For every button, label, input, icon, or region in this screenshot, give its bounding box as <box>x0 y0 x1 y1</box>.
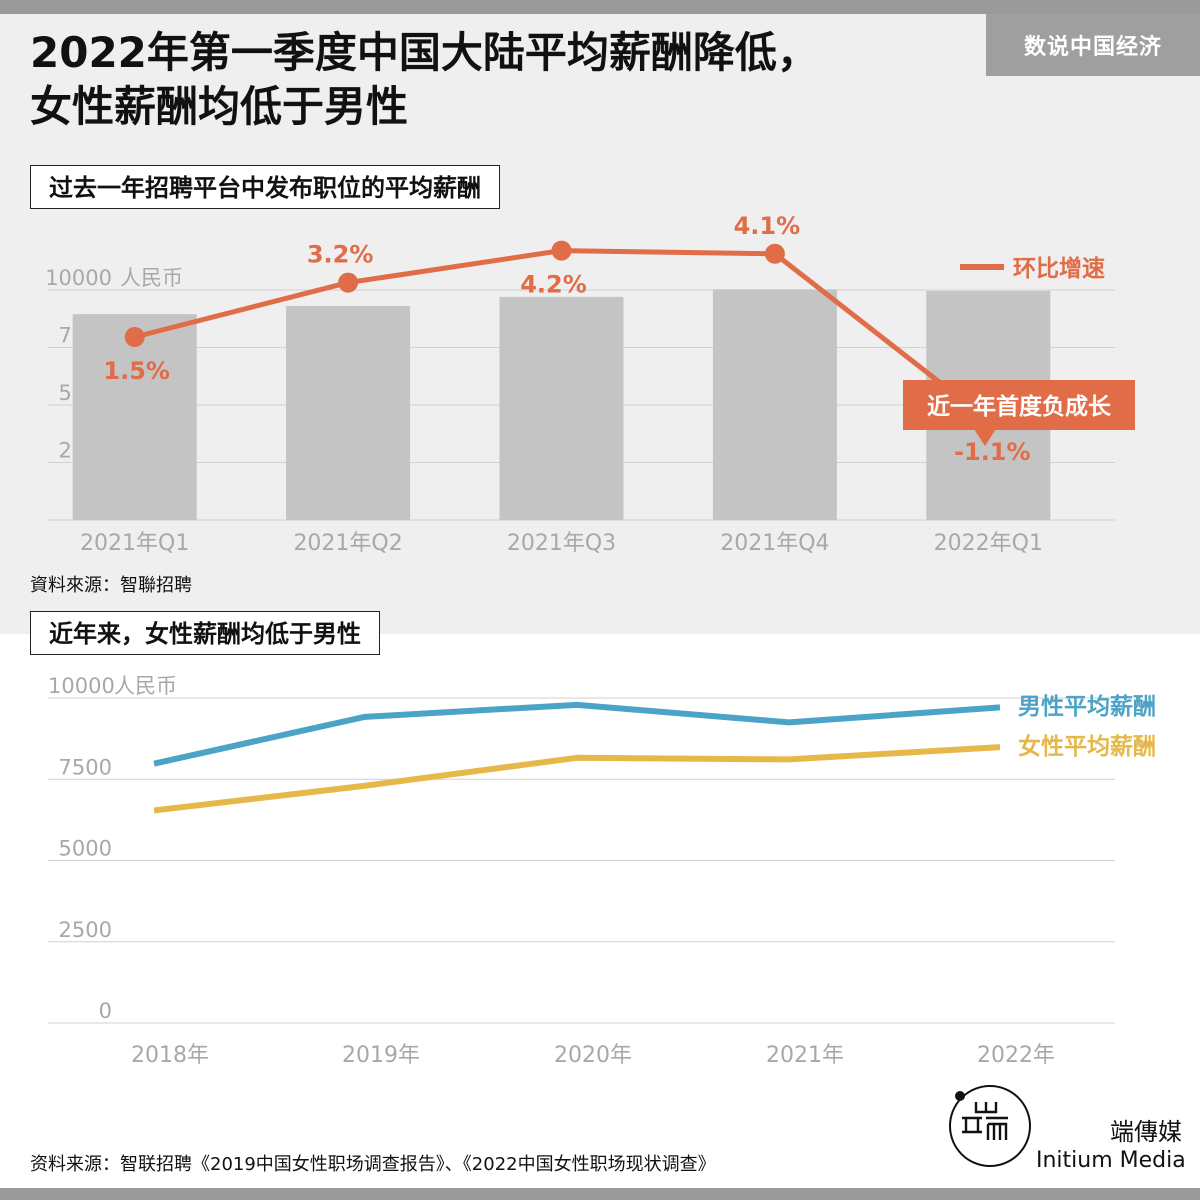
x-tick-label: 2019年 <box>342 1043 420 1068</box>
x-tick-label: 2022年 <box>977 1043 1055 1068</box>
x-tick-label: 2022年Q1 <box>934 531 1043 556</box>
top-chart: 025005000750010000人民币2021年Q12021年Q22021年… <box>45 212 1135 556</box>
growth-point <box>764 243 785 264</box>
top-chart-title: 过去一年招聘平台中发布职位的平均薪酬 <box>30 165 500 209</box>
callout-text: 近一年首度负成长 <box>927 393 1112 420</box>
x-tick-label: 2021年Q3 <box>507 531 616 556</box>
series-label: 女性平均薪酬 <box>1018 733 1156 760</box>
callout-box <box>903 380 1135 430</box>
bar <box>499 296 624 520</box>
growth-point <box>124 327 145 347</box>
x-tick-label: 2021年Q4 <box>720 531 829 556</box>
y-tick-label: 10000 <box>45 266 112 290</box>
brand-tag: 数说中国经济 <box>986 14 1200 76</box>
bottom-chart: 0 2500 5000 7500 10000 人民币 2018年 2019年 2020年 2021… <box>48 674 1156 1068</box>
bottom-border <box>0 1188 1200 1200</box>
male-salary-line <box>153 701 1001 767</box>
bar <box>72 314 197 520</box>
callout-pointer <box>974 429 996 446</box>
x-tick-label: 2021年Q2 <box>293 531 402 556</box>
growth-point <box>551 240 572 261</box>
growth-data-label: -1.1% <box>954 438 1031 466</box>
logo-english-name: Initium Media <box>1036 1148 1186 1173</box>
y-unit-label: 人民币 <box>120 266 183 290</box>
top-border <box>0 0 1200 14</box>
y-unit-label: 人民币 <box>114 674 177 698</box>
page-title-line1: 2022年第一季度中国大陆平均薪酬降低， <box>30 28 819 77</box>
y-tick-label: 10000 <box>48 674 115 698</box>
bar <box>286 306 411 520</box>
series-label: 男性平均薪酬 <box>1018 693 1156 720</box>
x-tick-label: 2021年Q1 <box>80 531 189 556</box>
page-title-line2: 女性薪酬均低于男性 <box>30 82 409 131</box>
x-tick-label: 2018年 <box>131 1043 209 1068</box>
logo-chinese-name: 端傳媒 <box>1110 1118 1182 1146</box>
growth-point <box>338 272 359 293</box>
bottom-chart-title: 近年来，女性薪酬均低于男性 <box>30 611 380 655</box>
x-tick-label: 2020年 <box>554 1043 632 1068</box>
bottom-chart-source: 资料来源：智联招聘《2019中国女性职场调查报告》、《2022中国女性职场现状调… <box>30 1154 716 1175</box>
y-tick-label: 2500 <box>59 918 112 942</box>
page-title: 2022年第一季度中国大陆平均薪酬降低， 女性薪酬均低于男性 <box>30 26 970 134</box>
y-tick-label: 7500 <box>59 755 112 779</box>
initium-logo-icon <box>949 1085 1031 1167</box>
growth-data-label: 3.2% <box>307 241 374 269</box>
growth-data-label: 4.2% <box>520 271 587 299</box>
y-tick-label: 5000 <box>59 837 112 861</box>
x-tick-label: 2021年 <box>766 1043 844 1068</box>
legend-label: 环比增速 <box>1013 255 1105 282</box>
top-chart-source: 資料來源：智聯招聘 <box>30 575 192 596</box>
y-tick-label: 0 <box>99 999 112 1023</box>
growth-data-label: 4.1% <box>734 212 801 240</box>
bar <box>712 289 837 520</box>
female-salary-line <box>153 744 1001 814</box>
growth-data-label: 1.5% <box>103 357 170 385</box>
